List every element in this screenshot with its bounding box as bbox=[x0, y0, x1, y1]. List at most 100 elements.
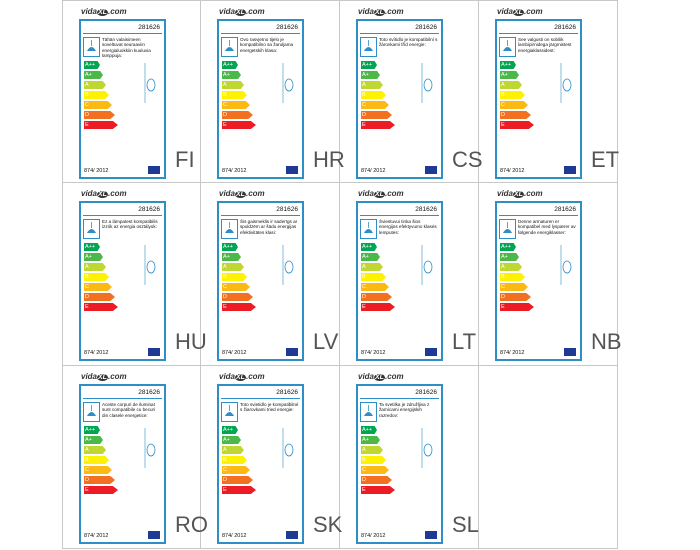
label-frame: 281626 Tähän valaisimeen soveltuvat seura… bbox=[79, 19, 166, 179]
brand-logo: vidaXL.com bbox=[358, 372, 404, 381]
energy-class-bar: E bbox=[222, 303, 256, 311]
energy-class-bar: B bbox=[361, 91, 386, 99]
bulb-outline bbox=[277, 428, 299, 492]
energy-class-bar: A++ bbox=[361, 61, 377, 69]
brand-prefix: vida bbox=[219, 189, 236, 198]
energy-label: vidaXL.com 281626 Denne armaturen er kompa… bbox=[493, 187, 582, 361]
lamp-glyph bbox=[364, 405, 373, 416]
bulb-outline bbox=[277, 63, 299, 127]
lamp-icon bbox=[499, 219, 516, 239]
lamp-icon bbox=[83, 37, 100, 57]
energy-class-bar: A++ bbox=[500, 243, 516, 251]
product-number: 281626 bbox=[415, 206, 437, 213]
lamp-icon bbox=[360, 219, 377, 239]
divider bbox=[360, 215, 439, 216]
energy-label: vidaXL.com 281626 Ez a lámpatest kompatibi… bbox=[77, 187, 166, 361]
energy-class-bar: B bbox=[222, 91, 247, 99]
lamp-icon bbox=[221, 37, 238, 57]
eu-flag bbox=[148, 531, 160, 539]
energy-class-bar: D bbox=[222, 111, 253, 119]
energy-class-bar: A++ bbox=[361, 243, 377, 251]
brand-prefix: vida bbox=[81, 372, 98, 381]
label-text: See valgusti on sobilik lambipirnidega j… bbox=[518, 37, 572, 53]
energy-class-bar: E bbox=[84, 121, 118, 129]
energy-class-bar: E bbox=[84, 303, 118, 311]
brand-suffix: .com bbox=[245, 189, 265, 198]
brand-mark: XL bbox=[374, 191, 385, 198]
regulation: 874/ 2012 bbox=[500, 350, 525, 356]
brand-logo: vidaXL.com bbox=[358, 189, 404, 198]
energy-class-bar: C bbox=[222, 101, 250, 109]
divider bbox=[83, 215, 162, 216]
energy-class-bar: B bbox=[84, 91, 109, 99]
energy-class-bar: A++ bbox=[84, 426, 100, 434]
energy-class-bar: A bbox=[222, 263, 244, 271]
product-number: 281626 bbox=[276, 24, 298, 31]
divider bbox=[360, 33, 439, 34]
energy-class-bar: C bbox=[361, 101, 389, 109]
energy-class-bar: D bbox=[500, 293, 531, 301]
product-number: 281626 bbox=[415, 24, 437, 31]
energy-class-bar: A bbox=[222, 446, 244, 454]
brand-logo: vidaXL.com bbox=[81, 372, 127, 381]
energy-class-bar: A++ bbox=[222, 243, 238, 251]
energy-class-bar: A+ bbox=[500, 253, 519, 261]
energy-class-bar: B bbox=[84, 273, 109, 281]
brand-logo: vidaXL.com bbox=[219, 7, 265, 16]
bulb-outline bbox=[416, 428, 438, 492]
energy-class-bar: A+ bbox=[500, 71, 519, 79]
lamp-glyph bbox=[225, 405, 234, 416]
energy-class-bar: A+ bbox=[84, 436, 103, 444]
label-frame: 281626 Denne armaturen er kompatibel med … bbox=[495, 201, 582, 361]
energy-class-bar: E bbox=[222, 121, 256, 129]
energy-class-bar: C bbox=[84, 466, 112, 474]
bulb-outline bbox=[277, 245, 299, 309]
lamp-glyph bbox=[225, 222, 234, 233]
grid-cell: vidaXL.com 281626 Ovo rasvjetno tijelo je … bbox=[201, 0, 345, 183]
bulb-outline bbox=[555, 63, 577, 127]
label-text: Aceste corpuri de iluminat sunt compatib… bbox=[102, 402, 156, 418]
energy-class-bar: D bbox=[84, 293, 115, 301]
language-code: SL bbox=[452, 512, 479, 537]
regulation: 874/ 2012 bbox=[500, 168, 525, 174]
bulb-glyph bbox=[421, 63, 433, 127]
eu-flag bbox=[286, 531, 298, 539]
lamp-glyph bbox=[503, 222, 512, 233]
energy-class-bar: D bbox=[222, 293, 253, 301]
energy-label: vidaXL.com 281626 See valgusti on sobilik … bbox=[493, 5, 582, 179]
divider bbox=[221, 215, 300, 216]
energy-class-bar: D bbox=[361, 293, 392, 301]
product-number: 281626 bbox=[138, 389, 160, 396]
brand-prefix: vida bbox=[497, 189, 514, 198]
divider bbox=[499, 215, 578, 216]
regulation: 874/ 2012 bbox=[84, 168, 109, 174]
regulation: 874/ 2012 bbox=[222, 533, 247, 539]
brand-suffix: .com bbox=[384, 189, 404, 198]
label-text: Šis gaismeklis ir saderīgs ar spuldzēm a… bbox=[240, 219, 298, 235]
brand-mark: XL bbox=[235, 374, 246, 381]
language-code: HU bbox=[175, 329, 207, 354]
lamp-glyph bbox=[87, 222, 96, 233]
product-number: 281626 bbox=[276, 206, 298, 213]
regulation: 874/ 2012 bbox=[84, 533, 109, 539]
regulation: 874/ 2012 bbox=[222, 168, 247, 174]
energy-class-bar: A++ bbox=[222, 61, 238, 69]
energy-label: vidaXL.com 281626 Ta svetilka je združljiv… bbox=[354, 370, 443, 544]
brand-prefix: vida bbox=[81, 189, 98, 198]
brand-suffix: .com bbox=[245, 7, 265, 16]
eu-flag bbox=[564, 166, 576, 174]
lamp-icon bbox=[360, 37, 377, 57]
brand-prefix: vida bbox=[497, 7, 514, 16]
brand-logo: vidaXL.com bbox=[219, 189, 265, 198]
energy-class-bar: E bbox=[222, 486, 256, 494]
bulb-outline bbox=[416, 245, 438, 309]
energy-class-bar: B bbox=[222, 273, 247, 281]
bulb-glyph bbox=[282, 245, 294, 309]
lamp-icon bbox=[83, 402, 100, 422]
energy-class-bar: B bbox=[222, 456, 247, 464]
divider bbox=[221, 398, 300, 399]
energy-label: vidaXL.com 281626 Šviestuvui tinka šios en… bbox=[354, 187, 443, 361]
energy-class-bar: A+ bbox=[222, 436, 241, 444]
product-number: 281626 bbox=[138, 24, 160, 31]
energy-class-bar: D bbox=[361, 111, 392, 119]
